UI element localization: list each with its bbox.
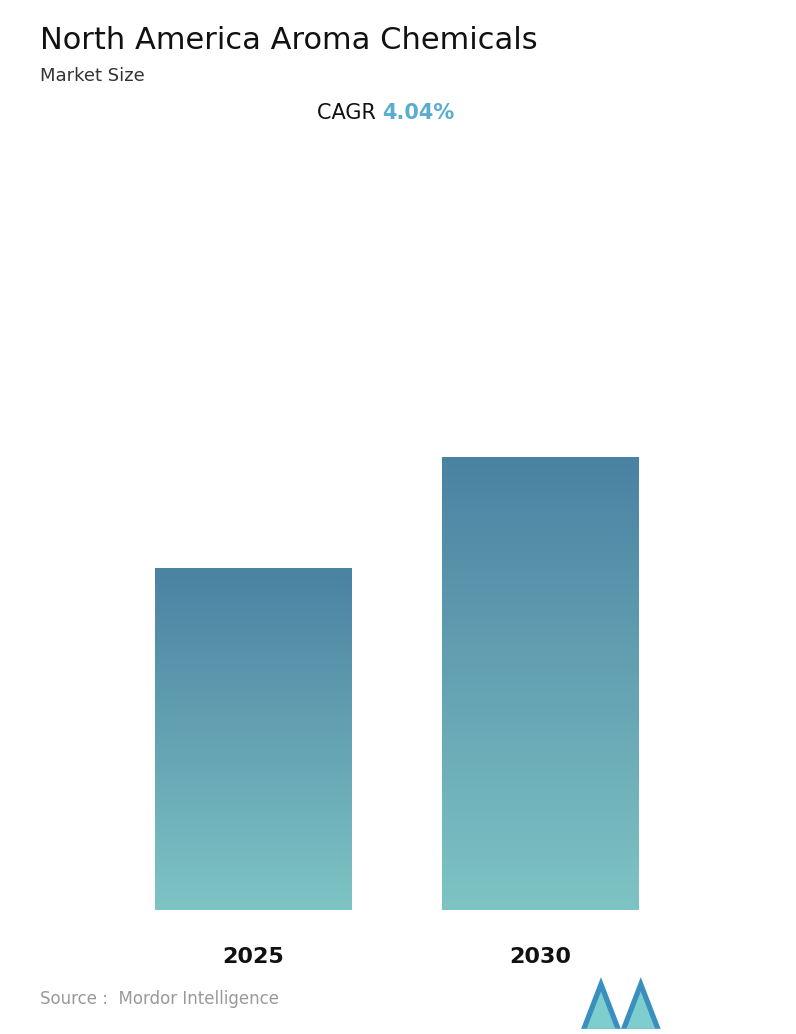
- Text: 2030: 2030: [509, 947, 571, 967]
- Text: CAGR: CAGR: [317, 103, 382, 123]
- Text: Source :  Mordor Intelligence: Source : Mordor Intelligence: [40, 991, 279, 1008]
- Text: 4.04%: 4.04%: [382, 103, 455, 123]
- Text: North America Aroma Chemicals: North America Aroma Chemicals: [40, 26, 537, 55]
- Text: Market Size: Market Size: [40, 67, 145, 85]
- Text: 2025: 2025: [222, 947, 283, 967]
